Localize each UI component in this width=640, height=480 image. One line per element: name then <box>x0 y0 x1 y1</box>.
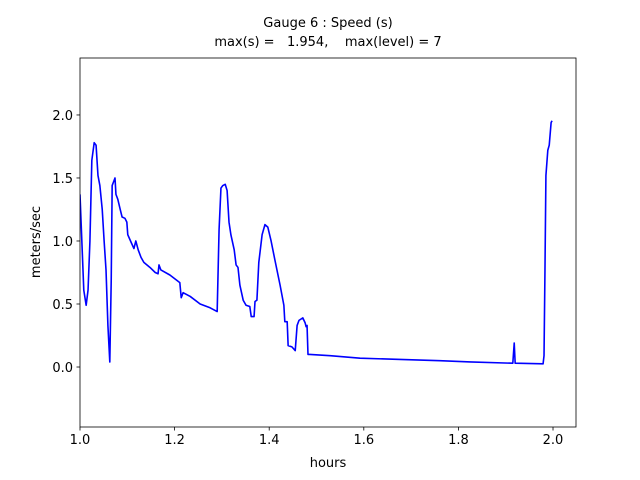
data-line <box>80 120 553 365</box>
y-tick-label: 0.5 <box>52 298 73 313</box>
y-axis-label: meters/sec <box>29 206 44 278</box>
x-tick-label: 1.0 <box>70 433 91 448</box>
x-tick-label: 1.4 <box>259 433 280 448</box>
x-tick-label: 1.2 <box>164 433 185 448</box>
y-tick-label: 1.0 <box>52 235 73 250</box>
x-tick-label: 2.0 <box>543 433 564 448</box>
chart-subtitle: max(s) = 1.954, max(level) = 7 <box>214 35 441 50</box>
y-tick-label: 0.0 <box>52 361 73 376</box>
x-axis-label: hours <box>310 456 347 471</box>
plot-frame <box>79 57 577 428</box>
chart-title: Gauge 6 : Speed (s) <box>263 16 392 31</box>
x-tick-label: 1.8 <box>448 433 469 448</box>
y-tick-label: 2.0 <box>52 109 73 124</box>
y-tick-label: 1.5 <box>52 172 73 187</box>
x-tick-label: 1.6 <box>353 433 374 448</box>
